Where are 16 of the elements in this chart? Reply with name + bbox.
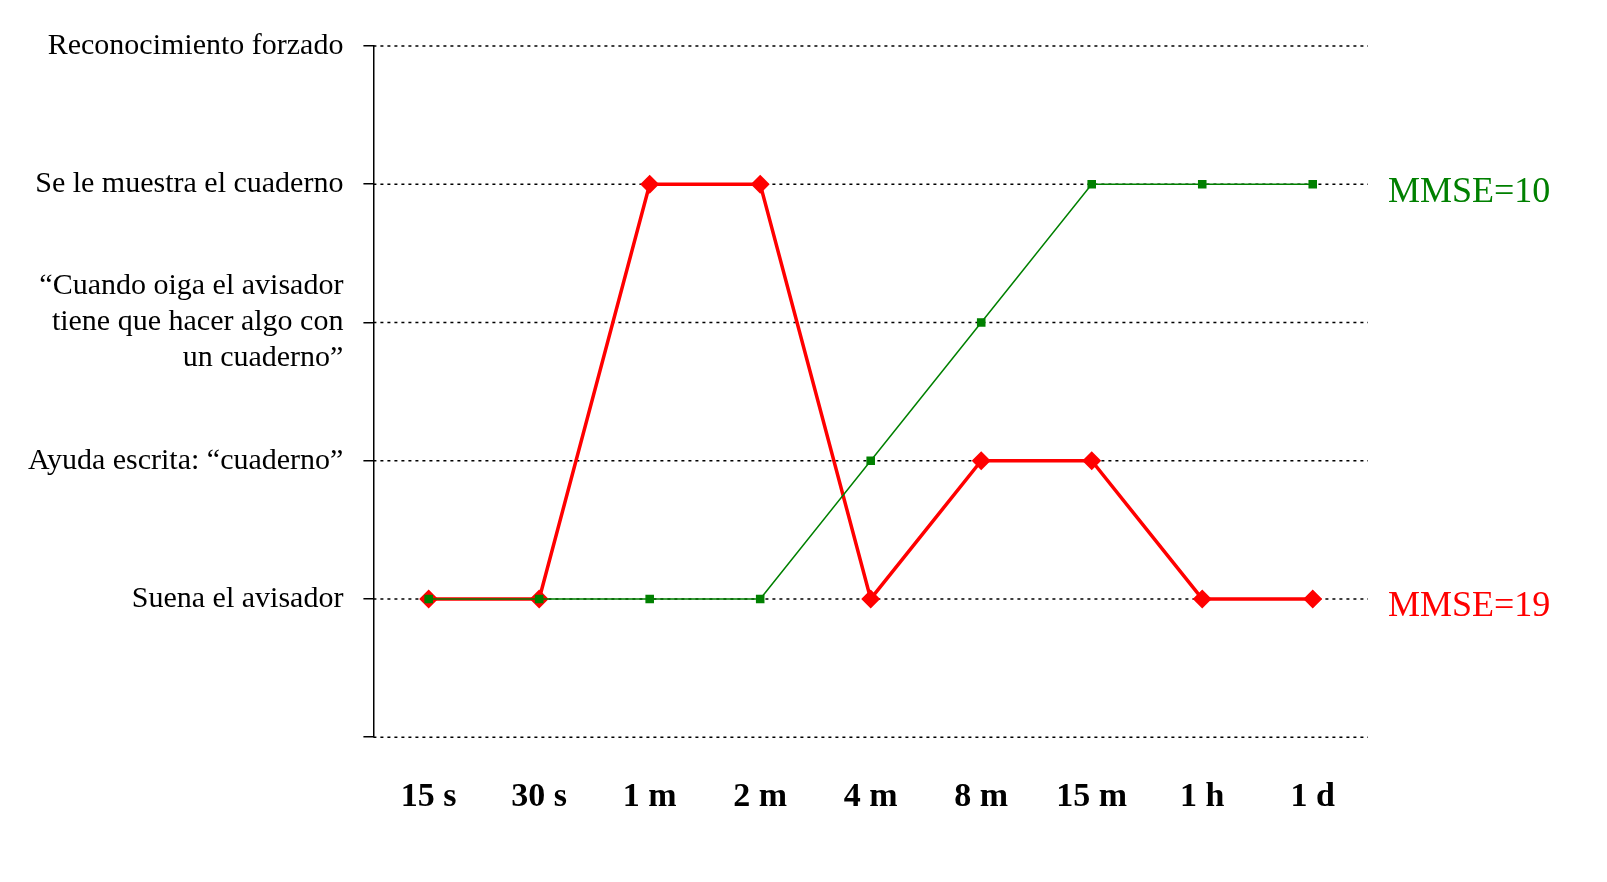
x-tick-label: 15 m [1056, 776, 1128, 814]
ref-line-label: Ayuda escrita: “cuaderno” [27, 441, 344, 475]
x-tick-label: 8 m [954, 776, 1009, 814]
series-label: MMSE=19 [1388, 584, 1551, 625]
x-tick-label: 15 s [400, 776, 457, 814]
series-label: MMSE=10 [1388, 169, 1551, 210]
x-tick-label: 2 m [733, 776, 788, 814]
ref-line-label: Reconocimiento forzado [47, 26, 344, 60]
ref-line-label: Suena el avisador [131, 579, 344, 613]
x-tick-label: 30 s [511, 776, 568, 814]
x-tick-label: 1 h [1180, 776, 1225, 814]
x-tick-label: 1 d [1290, 776, 1336, 814]
x-tick-label: 1 m [622, 776, 677, 814]
ref-line-label: Se le muestra el cuaderno [35, 165, 344, 199]
x-tick-label: 4 m [843, 776, 898, 814]
ref-line-label: “Cuando oiga el avisador tiene que hacer algo con un cuaderno” [39, 267, 344, 373]
